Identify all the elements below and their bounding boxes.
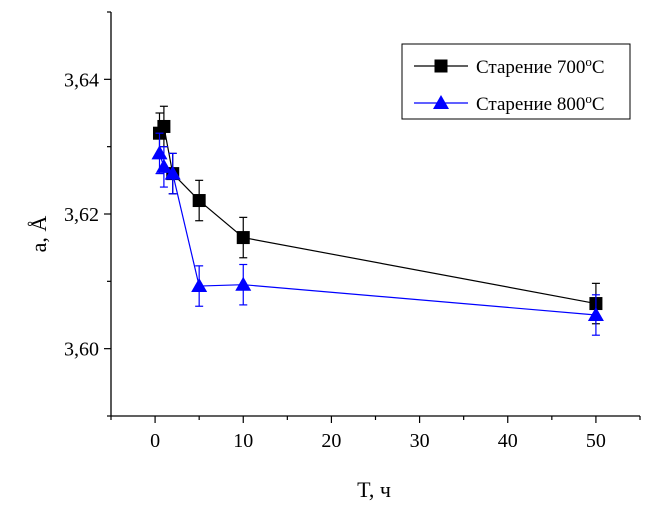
y-tick-label: 3,60 [64, 339, 99, 361]
x-ticks: 0 10 20 30 40 50 [110, 416, 641, 452]
legend-items: Старение 700oC Старение 800oC [414, 54, 605, 116]
series-1 [152, 105, 603, 325]
x-tick-label: 50 [586, 430, 606, 452]
y-tick-label: 3,64 [64, 69, 99, 91]
y-axis-title: a, Å [26, 216, 51, 253]
data-point [155, 158, 172, 173]
x-tick-label: 0 [150, 430, 160, 452]
series-line [158, 124, 597, 305]
data-point [191, 278, 208, 293]
data-point [235, 276, 252, 291]
x-tick-label: 30 [410, 430, 430, 452]
x-tick-label: 10 [233, 430, 253, 452]
legend: Старение 700oC Старение 800oC [401, 43, 631, 120]
x-axis-title: T, ч [357, 477, 391, 502]
y-ticks: 3,60 3,62 3,64 [64, 11, 111, 417]
x-tick-label: 20 [321, 430, 341, 452]
data-point [151, 145, 168, 160]
y-tick-label: 3,62 [64, 204, 99, 226]
series-layer [151, 105, 604, 336]
data-point [157, 119, 171, 133]
series-2 [151, 132, 604, 336]
legend-marker [434, 59, 448, 73]
data-point [164, 165, 181, 180]
data-point [236, 231, 250, 245]
data-point [192, 194, 206, 208]
x-tick-label: 40 [498, 430, 518, 452]
legend-label: Старение 800oC [476, 91, 605, 116]
legend-marker [433, 95, 449, 109]
data-point [587, 307, 604, 321]
legend-label: Старение 700oC [476, 54, 605, 79]
